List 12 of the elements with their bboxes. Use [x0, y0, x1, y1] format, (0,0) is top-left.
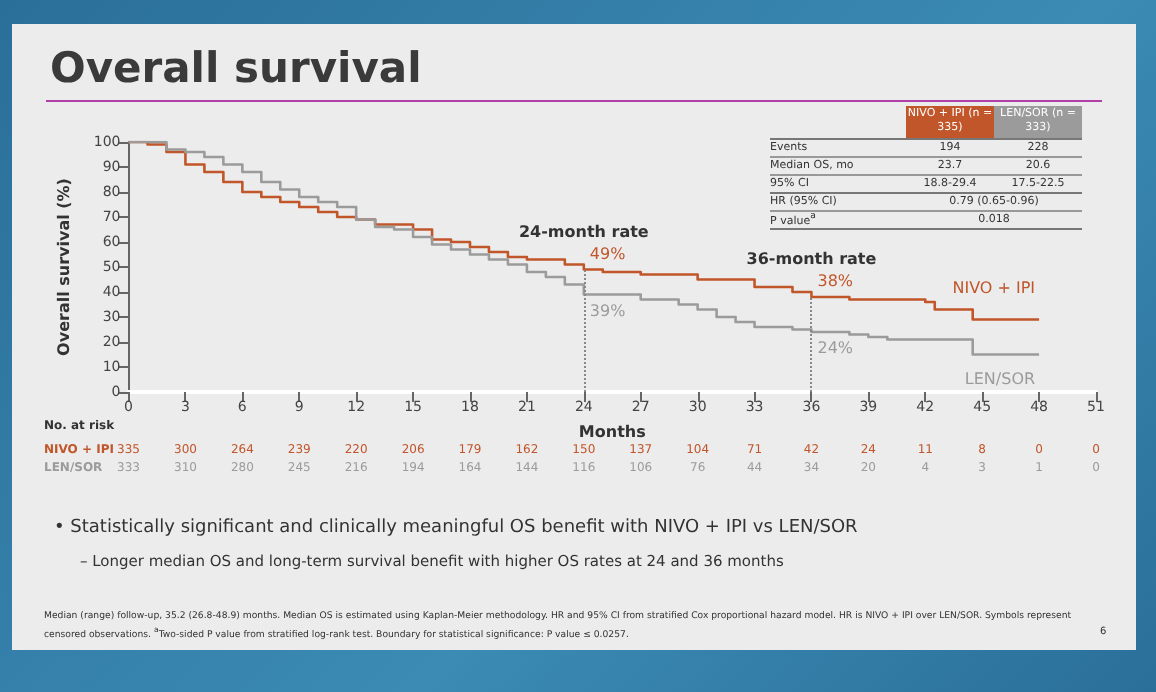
annotation: 49% [589, 244, 627, 263]
annotation: 36-month rate [746, 250, 878, 268]
series-label: NIVO + IPI [952, 278, 1036, 297]
y-axis-title: Overall survival (%) [55, 178, 73, 356]
series-label: LEN/SOR [964, 369, 1036, 388]
text: • Statistically significant and clinically meaningful OS benefit with NIVO + IPI vs LEN/SOR [54, 518, 858, 538]
chart-title: Overall survival [50, 44, 422, 92]
annotation: 39% [589, 301, 627, 320]
annotation: 38% [817, 272, 854, 290]
annotation: 24-month rate [518, 222, 650, 241]
annotation: 24% [817, 339, 854, 357]
x-axis-title: Months [578, 423, 647, 441]
